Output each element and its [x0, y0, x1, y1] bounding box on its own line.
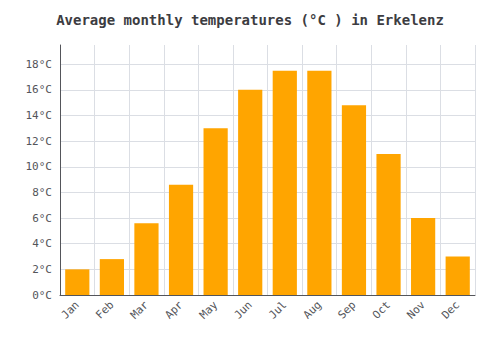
svg-text:8°C: 8°C	[32, 186, 52, 199]
svg-text:10°C: 10°C	[26, 160, 53, 173]
svg-text:Jun: Jun	[232, 298, 255, 321]
svg-text:0°C: 0°C	[32, 289, 52, 302]
svg-text:Oct: Oct	[370, 298, 393, 321]
svg-text:Nov: Nov	[404, 298, 427, 321]
svg-text:6°C: 6°C	[32, 212, 52, 225]
svg-text:Sep: Sep	[335, 298, 358, 321]
svg-text:Aug: Aug	[301, 298, 324, 321]
svg-text:Feb: Feb	[93, 298, 116, 321]
svg-text:16°C: 16°C	[26, 83, 53, 96]
svg-text:4°C: 4°C	[32, 237, 52, 250]
svg-text:Apr: Apr	[162, 298, 185, 321]
svg-text:12°C: 12°C	[26, 135, 53, 148]
svg-text:Jul: Jul	[266, 298, 289, 321]
svg-text:2°C: 2°C	[32, 263, 52, 276]
svg-text:14°C: 14°C	[26, 109, 53, 122]
svg-text:Dec: Dec	[439, 298, 462, 321]
svg-text:Average monthly temperatures (: Average monthly temperatures (°C ) in Er…	[56, 12, 444, 28]
svg-text:Mar: Mar	[128, 298, 151, 321]
svg-text:18°C: 18°C	[26, 58, 53, 71]
svg-text:May: May	[197, 298, 220, 321]
svg-text:Jan: Jan	[59, 298, 82, 321]
